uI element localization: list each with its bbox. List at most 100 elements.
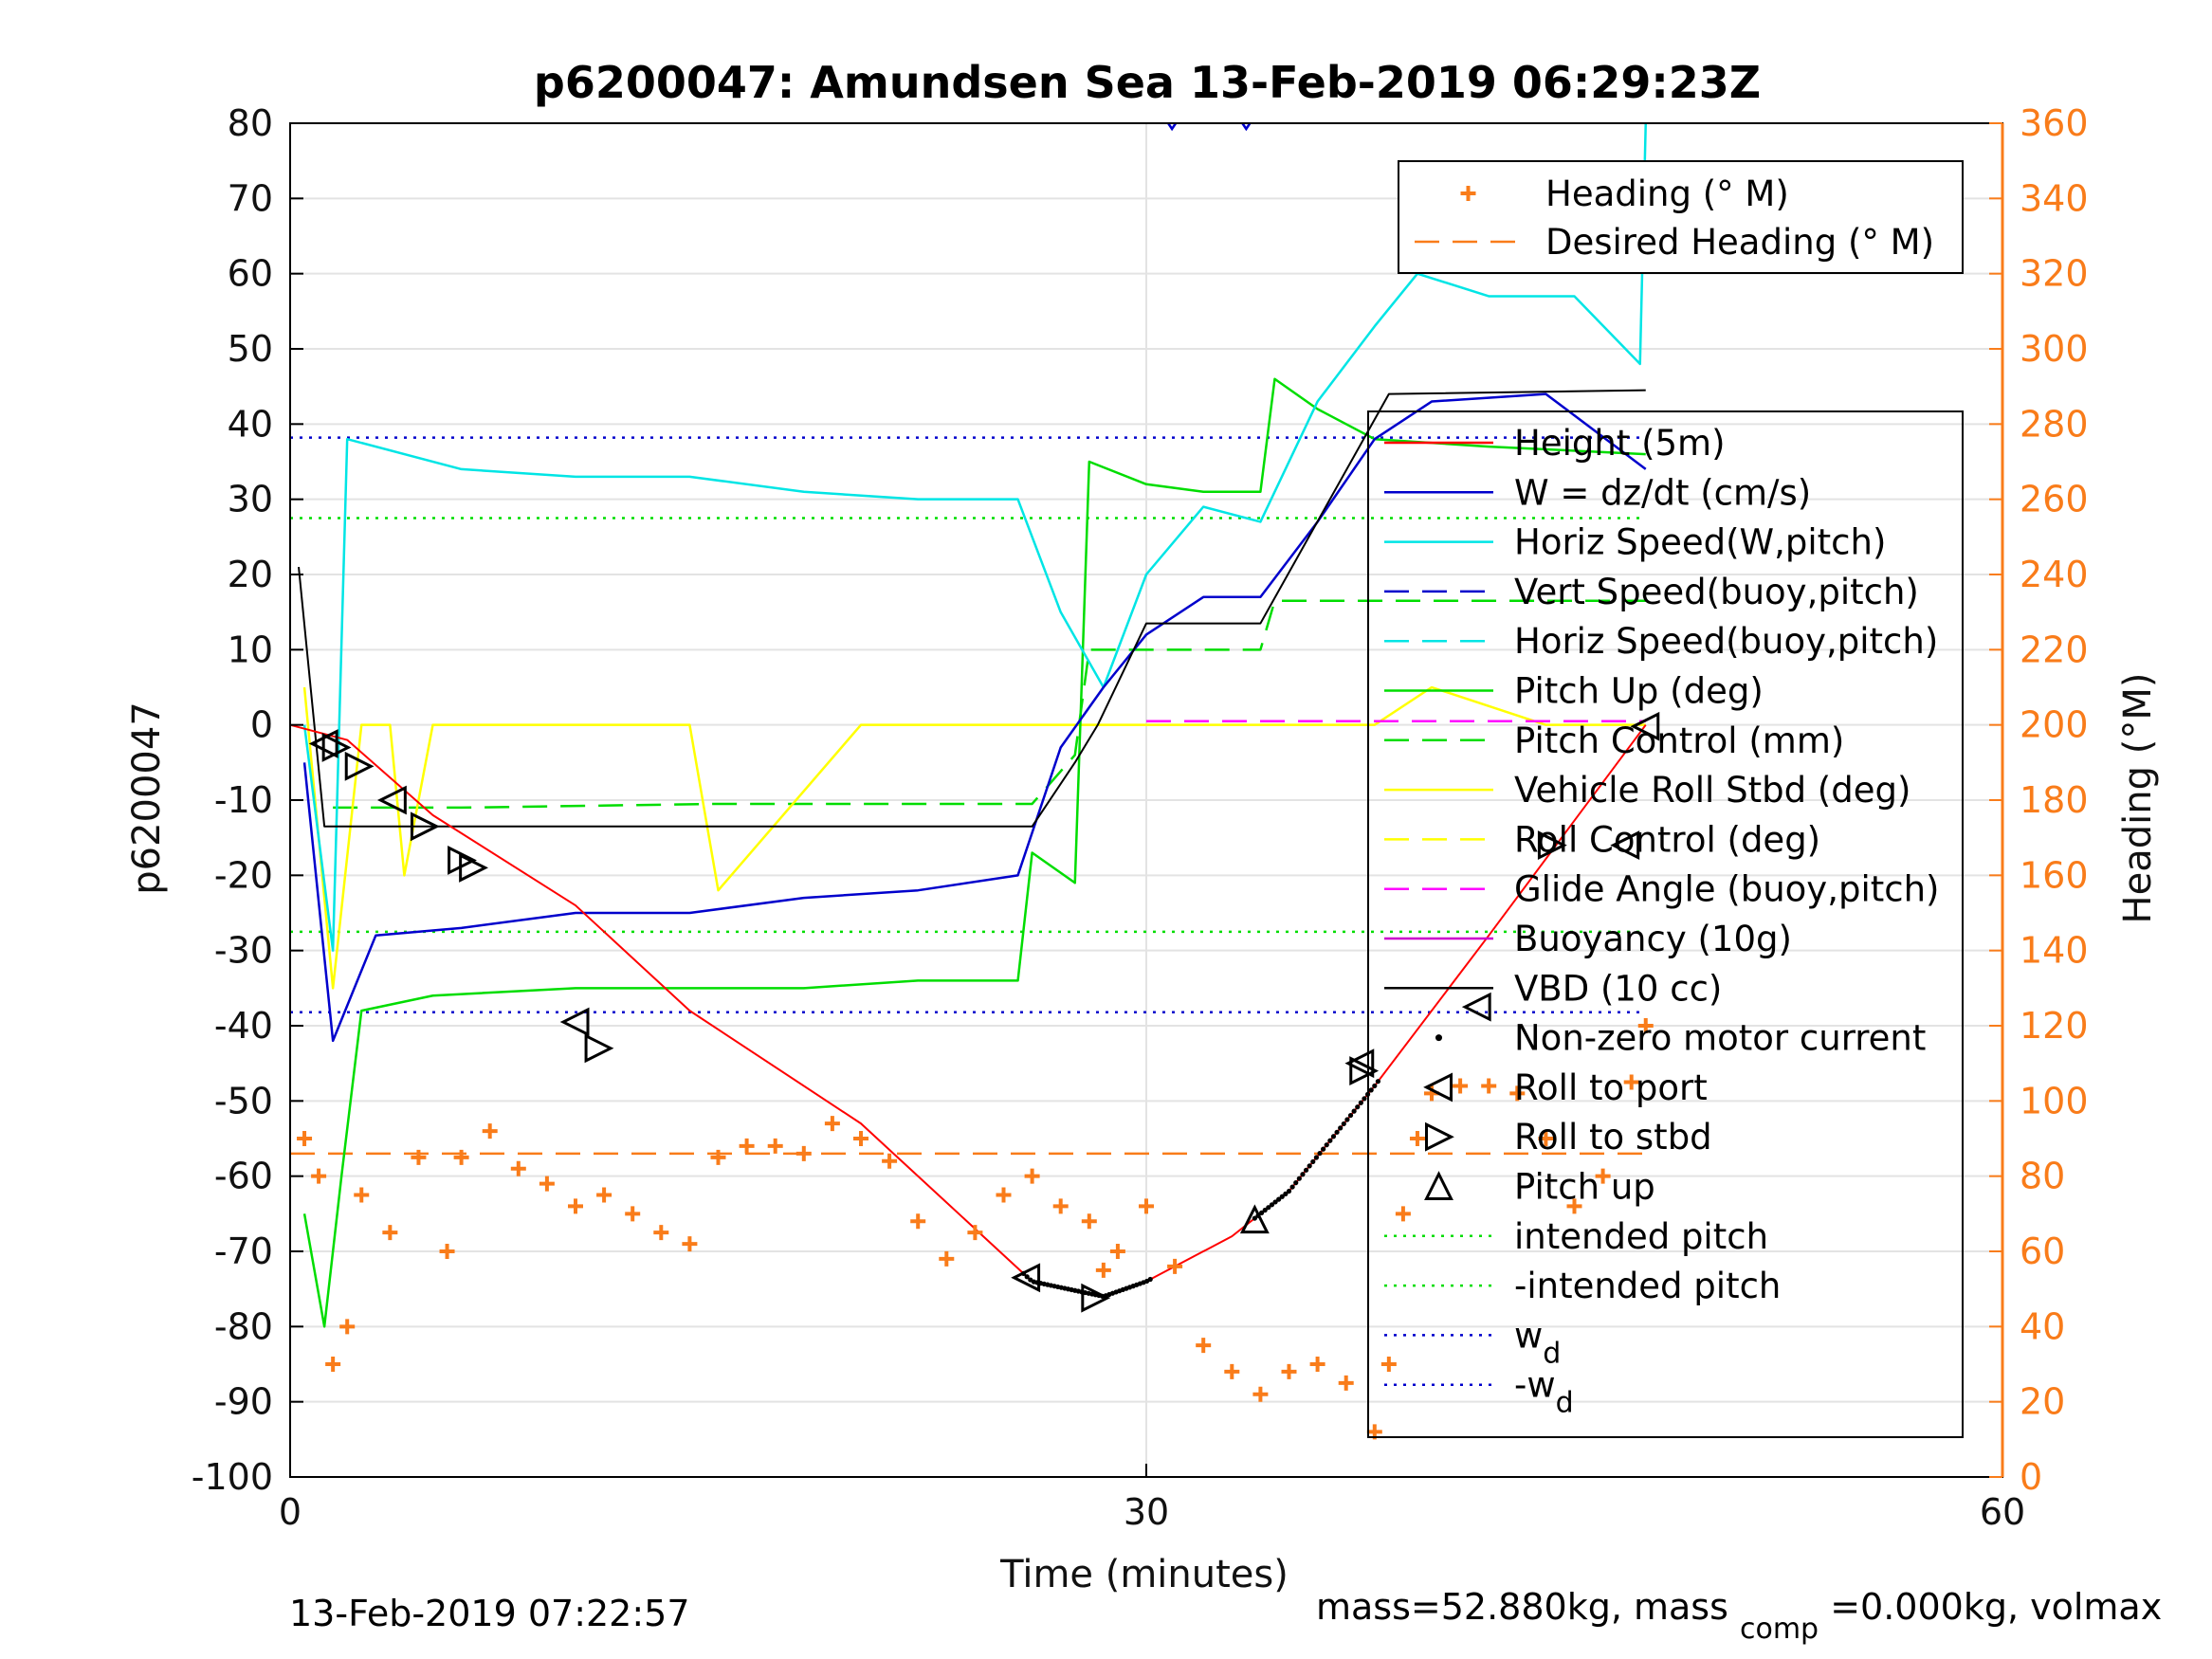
heading-point: [1167, 1258, 1183, 1274]
heading-point: [996, 1187, 1012, 1203]
motor-current-dot: [1255, 1212, 1261, 1218]
y-tick-label: -10: [214, 779, 273, 821]
heading-point: [910, 1213, 926, 1230]
heading-point: [482, 1123, 498, 1139]
heading-point: [682, 1236, 698, 1252]
roll-to-stbd-marker: [1349, 1056, 1380, 1086]
series-legend: Height (5m) W = dz/dt (cm/s) Horiz Speed(W…: [1367, 410, 1964, 1438]
series-legend-label: Pitch Up (deg): [1514, 671, 1764, 712]
heading-point: [325, 1357, 341, 1372]
motor-current-dot: [1310, 1158, 1316, 1165]
series-legend-label: Pitch Control (mm): [1514, 720, 1844, 761]
right-y-tick-label: 240: [2020, 554, 2089, 595]
y-tick-label: -70: [214, 1231, 273, 1272]
series-legend-label: wd: [1514, 1315, 1561, 1370]
roll-to-stbd-marker: [1081, 1283, 1111, 1313]
motor-current-dot: [1286, 1188, 1292, 1194]
heading-point: [882, 1153, 898, 1169]
heading-point: [1281, 1363, 1297, 1379]
motor-current-dot: [1259, 1210, 1265, 1215]
footer-mass-rest: =0.000kg, volmax: [1830, 1586, 2162, 1628]
x-tick-label: 60: [1980, 1491, 2025, 1533]
heading-point: [339, 1319, 356, 1335]
motor-current-dot: [1344, 1117, 1350, 1122]
series-legend-box: [1367, 410, 1964, 1438]
legend-label-text: Buoyancy (10g): [1514, 919, 1792, 959]
heading-point: [739, 1138, 755, 1154]
pitch-up-series: [302, 377, 1646, 1328]
y-tick-label: 60: [228, 253, 273, 295]
footer-mass-sub: comp: [1740, 1613, 1819, 1646]
motor-current-dot: [1272, 1199, 1278, 1205]
series-legend-label: intended pitch: [1514, 1216, 1768, 1257]
heading-point: [1623, 1074, 1639, 1090]
motor-current-dot: [1334, 1129, 1340, 1135]
plot-series: [289, 122, 1660, 1440]
motor-current-dot: [1276, 1196, 1282, 1202]
series-legend-label: W = dz/dt (cm/s): [1514, 472, 1811, 513]
heading-point: [539, 1176, 555, 1192]
right-y-tick-label: 340: [2020, 177, 2089, 219]
series-legend-label: Vehicle Roll Stbd (deg): [1514, 770, 1910, 811]
pitch-up-marker: [1239, 1204, 1270, 1234]
motor-current-dot: [1269, 1202, 1275, 1208]
motor-current-dot: [1324, 1142, 1329, 1148]
w-top-mark: [1167, 122, 1178, 132]
footer-mass-text: mass=52.880kg, mass: [1316, 1586, 1728, 1628]
legend-swatch: [1435, 1034, 1442, 1042]
roll-to-stbd-marker: [410, 811, 440, 842]
y-tick-label: -100: [192, 1456, 273, 1498]
legend-label-text: -intended pitch: [1514, 1266, 1781, 1306]
series-legend-label: Pitch up: [1514, 1167, 1655, 1208]
motor-current-dot: [1293, 1180, 1299, 1186]
heading-point: [853, 1131, 868, 1146]
motor-current-dot: [1358, 1100, 1363, 1105]
heading-legend-label: Heading (° M): [1545, 173, 1789, 214]
motor-current-dot: [1347, 1112, 1354, 1119]
chart-title: p6200047: Amundsen Sea 13-Feb-2019 06:29…: [534, 57, 1761, 108]
heading-point: [1196, 1338, 1212, 1354]
heading-point: [1409, 1131, 1425, 1146]
heading-point: [382, 1225, 398, 1241]
legend-label-text: w: [1514, 1315, 1543, 1356]
series-legend-label: Non-zero motor current: [1514, 1018, 1926, 1059]
y-tick-label: 20: [228, 554, 273, 595]
heading-point: [1453, 1078, 1469, 1094]
legend-swatch: [1424, 1171, 1453, 1200]
vbd-series: [298, 389, 1646, 828]
motor-current-dot: [1321, 1146, 1326, 1152]
legend-label-text: intended pitch: [1514, 1216, 1768, 1257]
motor-current-dot: [1279, 1194, 1285, 1199]
motor-current-dot: [1313, 1155, 1319, 1160]
heading-point: [1252, 1386, 1269, 1402]
y-tick-label: -60: [214, 1156, 273, 1197]
heading-point: [439, 1244, 455, 1259]
y-tick-label: 30: [228, 479, 273, 520]
vehicle-roll-series: [302, 685, 1646, 990]
footer-timestamp: 13-Feb-2019 07:22:57: [289, 1593, 690, 1634]
series-legend-label: Buoyancy (10g): [1514, 919, 1792, 959]
heading-point: [710, 1149, 726, 1165]
roll-to-port-marker: [1630, 711, 1660, 741]
motor-current-dot: [1317, 1150, 1323, 1157]
legend-label-text: Horiz Speed(buoy,pitch): [1514, 621, 1938, 662]
series-legend-label: VBD (10 cc): [1514, 968, 1722, 1009]
roll-to-stbd-marker: [321, 733, 352, 762]
x-axis-label: Time (minutes): [999, 1553, 1289, 1596]
heading-point: [1095, 1262, 1111, 1278]
motor-current-dot: [1252, 1215, 1257, 1221]
legend-label-text: Non-zero motor current: [1514, 1018, 1926, 1059]
right-y-tick-label: 60: [2020, 1231, 2065, 1272]
w-top-mark: [1241, 122, 1252, 132]
heading-point: [653, 1225, 669, 1241]
legend-label-text: Vert Speed(buoy,pitch): [1514, 572, 1919, 612]
roll-to-port-marker: [1461, 992, 1491, 1022]
right-y-tick-label: 140: [2020, 930, 2089, 972]
roll-to-port-marker: [1610, 830, 1640, 861]
right-y-tick-label: 100: [2020, 1080, 2089, 1121]
legend-label-text: Roll Control (deg): [1514, 819, 1820, 860]
right-y-tick-label: 40: [2020, 1305, 2065, 1347]
legend-label-text: W = dz/dt (cm/s): [1514, 472, 1811, 513]
motor-current-dot: [1266, 1205, 1271, 1211]
series-legend-label: Roll to port: [1514, 1067, 1708, 1108]
